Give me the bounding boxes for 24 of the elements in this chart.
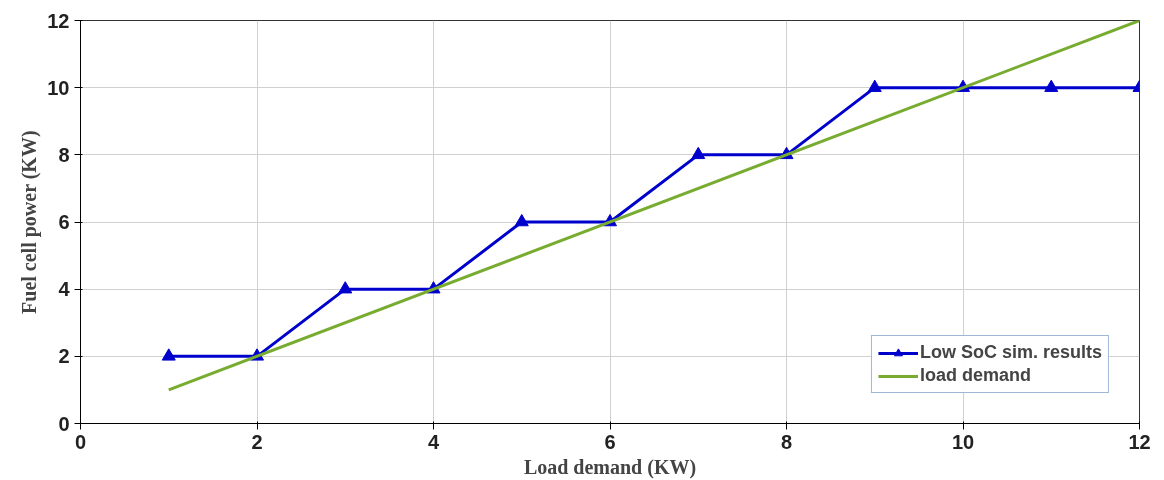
point (161, 348, 176, 361)
legend-label: Low SoC sim. results (919, 342, 1102, 363)
y-tick-label: 10 (47, 76, 70, 99)
x-tick-label: 12 (1128, 430, 1151, 453)
y-tick-label: 12 (47, 9, 70, 32)
y-tick-label: 0 (58, 412, 70, 435)
x-tick-label: 0 (74, 430, 87, 453)
point (691, 146, 706, 160)
point (1044, 79, 1059, 92)
y-tick-label: 4 (58, 278, 71, 301)
x-tick-label: 2 (251, 430, 263, 453)
point (867, 79, 882, 92)
point (338, 281, 353, 294)
y-axis-title: Fuel cell power (KW) (18, 130, 42, 314)
y-tick-label: 8 (58, 143, 70, 166)
y-tick-label: 2 (58, 345, 70, 368)
point (514, 213, 529, 227)
x-tick-label: 10 (951, 430, 975, 453)
x-tick-label: 8 (780, 430, 793, 453)
x-tick-label: 6 (604, 430, 616, 453)
x-axis-title: Load demand (KW) (523, 455, 697, 479)
x-tick-label: 4 (427, 430, 440, 453)
y-tick-label: 6 (58, 211, 70, 233)
legend-label: load demand (919, 365, 1031, 386)
